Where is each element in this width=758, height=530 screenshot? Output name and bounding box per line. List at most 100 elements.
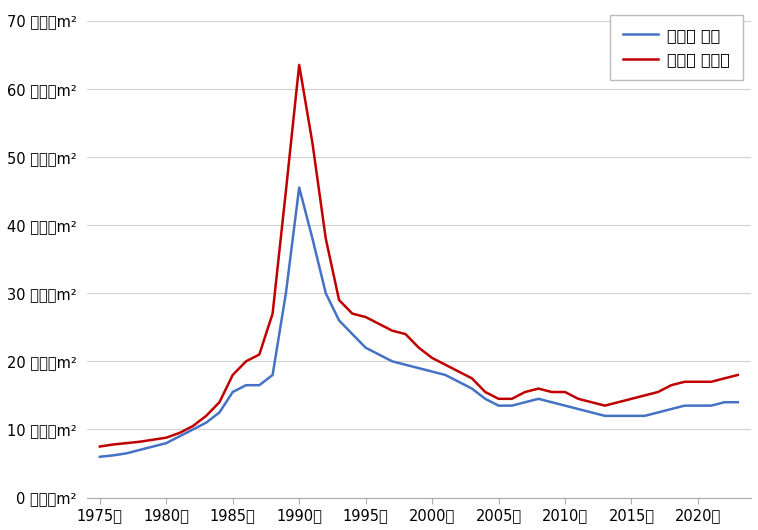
兵庫県 住宅 <box>694 402 703 409</box>
兵庫県 住宅 <box>295 184 304 191</box>
兵庫県 全用途 <box>494 395 503 402</box>
兵庫県 住宅 <box>122 450 131 456</box>
兵庫県 全用途 <box>281 188 290 194</box>
兵庫県 全用途 <box>268 311 277 317</box>
兵庫県 全用途 <box>295 61 304 68</box>
兵庫県 全用途 <box>401 331 410 337</box>
兵庫県 住宅 <box>494 402 503 409</box>
兵庫県 全用途 <box>361 314 370 320</box>
兵庫県 全用途 <box>188 423 197 429</box>
兵庫県 全用途 <box>547 389 556 395</box>
兵庫県 全用途 <box>334 297 343 303</box>
兵庫県 住宅 <box>96 454 105 460</box>
兵庫県 全用途 <box>428 355 437 361</box>
兵庫県 住宅 <box>720 399 729 405</box>
兵庫県 全用途 <box>560 389 569 395</box>
兵庫県 全用途 <box>255 351 264 358</box>
兵庫県 住宅 <box>454 378 463 385</box>
Line: 兵庫県 全用途: 兵庫県 全用途 <box>100 65 738 446</box>
兵庫県 住宅 <box>268 372 277 378</box>
兵庫県 住宅 <box>627 413 636 419</box>
兵庫県 全用途 <box>587 399 596 405</box>
兵庫県 住宅 <box>600 413 609 419</box>
兵庫県 全用途 <box>720 375 729 382</box>
兵庫県 住宅 <box>188 426 197 432</box>
兵庫県 住宅 <box>428 368 437 375</box>
兵庫県 住宅 <box>228 389 237 395</box>
兵庫県 全用途 <box>122 440 131 446</box>
兵庫県 住宅 <box>521 399 530 405</box>
兵庫県 住宅 <box>281 290 290 296</box>
兵庫県 住宅 <box>574 406 583 412</box>
兵庫県 全用途 <box>175 430 184 436</box>
兵庫県 全用途 <box>507 395 516 402</box>
兵庫県 全用途 <box>534 385 543 392</box>
兵庫県 全用途 <box>733 372 742 378</box>
兵庫県 全用途 <box>454 368 463 375</box>
兵庫県 住宅 <box>387 358 396 365</box>
兵庫県 全用途 <box>308 140 317 146</box>
兵庫県 住宅 <box>348 331 357 337</box>
兵庫県 住宅 <box>334 317 343 324</box>
兵庫県 住宅 <box>547 399 556 405</box>
兵庫県 全用途 <box>441 361 450 368</box>
兵庫県 全用途 <box>202 413 211 419</box>
兵庫県 全用途 <box>481 389 490 395</box>
兵庫県 全用途 <box>521 389 530 395</box>
兵庫県 住宅 <box>361 344 370 351</box>
兵庫県 全用途 <box>135 438 144 445</box>
Line: 兵庫県 住宅: 兵庫県 住宅 <box>100 188 738 457</box>
兵庫県 住宅 <box>733 399 742 405</box>
兵庫県 住宅 <box>468 385 477 392</box>
兵庫県 住宅 <box>560 402 569 409</box>
兵庫県 住宅 <box>202 419 211 426</box>
兵庫県 住宅 <box>441 372 450 378</box>
兵庫県 全用途 <box>694 378 703 385</box>
兵庫県 住宅 <box>641 413 650 419</box>
兵庫県 住宅 <box>706 402 716 409</box>
兵庫県 全用途 <box>374 321 384 327</box>
Legend: 兵庫県 住宅, 兵庫県 全用途: 兵庫県 住宅, 兵庫県 全用途 <box>610 15 743 80</box>
兵庫県 全用途 <box>706 378 716 385</box>
兵庫県 全用途 <box>627 395 636 402</box>
兵庫県 住宅 <box>587 409 596 416</box>
兵庫県 全用途 <box>149 437 158 443</box>
兵庫県 全用途 <box>348 311 357 317</box>
兵庫県 全用途 <box>574 395 583 402</box>
兵庫県 全用途 <box>387 328 396 334</box>
兵庫県 住宅 <box>135 447 144 453</box>
兵庫県 住宅 <box>481 395 490 402</box>
兵庫県 全用途 <box>242 358 251 365</box>
兵庫県 全用途 <box>653 389 662 395</box>
兵庫県 全用途 <box>228 372 237 378</box>
兵庫県 全用途 <box>321 235 330 242</box>
兵庫県 全用途 <box>600 402 609 409</box>
兵庫県 住宅 <box>108 452 117 458</box>
兵庫県 住宅 <box>415 365 424 372</box>
兵庫県 住宅 <box>308 235 317 242</box>
兵庫県 住宅 <box>653 409 662 416</box>
兵庫県 住宅 <box>255 382 264 388</box>
兵庫県 全用途 <box>96 443 105 449</box>
兵庫県 住宅 <box>614 413 623 419</box>
兵庫県 全用途 <box>215 399 224 405</box>
兵庫県 住宅 <box>149 443 158 449</box>
兵庫県 全用途 <box>108 441 117 448</box>
兵庫県 住宅 <box>161 440 171 446</box>
兵庫県 全用途 <box>641 392 650 399</box>
兵庫県 住宅 <box>242 382 251 388</box>
兵庫県 全用途 <box>161 435 171 441</box>
兵庫県 全用途 <box>468 375 477 382</box>
兵庫県 住宅 <box>534 395 543 402</box>
兵庫県 住宅 <box>175 433 184 439</box>
兵庫県 全用途 <box>415 344 424 351</box>
兵庫県 住宅 <box>215 409 224 416</box>
兵庫県 住宅 <box>321 290 330 296</box>
兵庫県 住宅 <box>374 351 384 358</box>
兵庫県 住宅 <box>401 361 410 368</box>
兵庫県 住宅 <box>667 406 676 412</box>
兵庫県 住宅 <box>680 402 689 409</box>
兵庫県 全用途 <box>680 378 689 385</box>
兵庫県 全用途 <box>667 382 676 388</box>
兵庫県 全用途 <box>614 399 623 405</box>
